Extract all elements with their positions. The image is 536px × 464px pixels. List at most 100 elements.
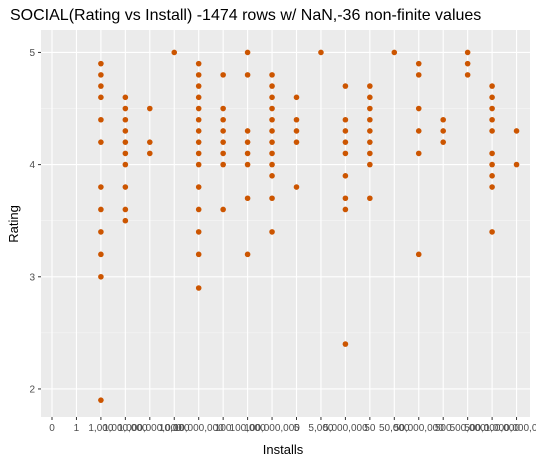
data-point [220,150,226,157]
x-axis: 0 1 1,0001,000,0001,000,000,00010,00010,00… [49,417,536,434]
data-point [98,397,104,403]
data-point [98,184,104,190]
data-point [269,150,275,157]
data-point [269,83,275,89]
data-point [269,229,275,235]
data-point [195,229,202,235]
data-point [342,195,349,202]
data-point [122,116,129,123]
data-point [342,341,349,347]
data-point [220,128,226,134]
data-point [122,217,129,224]
data-point [220,105,226,112]
data-point [220,72,226,78]
data-point [367,116,373,123]
data-point [147,105,153,112]
data-point [440,116,447,123]
data-point [269,161,275,168]
data-point [195,150,202,157]
data-point [195,94,202,101]
data-point [269,94,275,101]
data-point [489,105,495,112]
data-point [220,116,226,123]
data-point [464,49,471,56]
data-point [122,94,129,101]
data-point [98,251,104,258]
data-point [342,206,349,213]
data-point [147,139,153,145]
data-point [464,60,471,67]
data-point [342,128,349,134]
data-point [244,139,251,145]
data-point [195,184,202,190]
data-point [318,49,324,56]
x-tick-label: 50 [364,423,376,434]
x-tick-label: 50,000,000 [394,423,444,434]
major-gridlines [41,30,530,417]
data-point [195,116,202,123]
data-point [171,49,178,56]
data-point [195,139,202,145]
data-point [269,116,275,123]
data-point [98,273,104,280]
data-point [98,229,104,235]
data-point [342,173,349,179]
data-point [367,161,373,168]
chart-title: SOCIAL(Rating vs Install) -1474 rows w/ … [10,7,481,24]
x-tick-label: 500 [435,423,452,434]
data-point [489,150,495,157]
data-point [195,60,202,67]
data-point [98,94,104,101]
data-point [293,139,300,145]
data-point [147,150,153,157]
x-tick-label: 1,000,000,000 [118,423,182,434]
data-point [98,116,104,123]
minor-gridlines [41,108,530,334]
data-point [269,173,275,179]
data-point [244,161,251,168]
x-tick-label: 10,000,000 [174,423,224,434]
data-point [122,184,129,190]
data-point [220,206,226,213]
data-point [489,116,495,123]
data-point [122,150,129,157]
y-tick-label: 5 [29,48,35,59]
data-point [464,72,471,78]
data-point [415,72,422,78]
data-point [489,184,495,190]
data-point [269,195,275,202]
data-point [415,150,422,157]
y-tick-label: 2 [29,384,35,395]
data-point [195,206,202,213]
plot-panel [41,30,530,417]
y-axis: 2 3 4 5 [29,48,41,395]
x-axis-title: Installs [263,442,304,457]
data-point [122,161,129,168]
x-tick-label: 100,000,000 [244,423,300,434]
data-point [489,161,495,168]
data-point [367,83,373,89]
data-point [244,72,251,78]
data-point [293,128,300,134]
data-point [367,94,373,101]
y-tick-label: 4 [29,160,35,171]
data-point [415,60,422,67]
x-tick-label: 1,000,000,000 [485,423,536,434]
data-point [367,105,373,112]
data-point [489,128,495,134]
data-point [367,150,373,157]
data-point [122,206,129,213]
data-points [98,49,520,403]
data-point [415,251,422,258]
data-point [269,128,275,134]
data-point [220,139,226,145]
x-tick-label: 100 [215,423,232,434]
data-point [244,128,251,134]
x-tick-label: 5,000,000 [323,423,368,434]
data-point [195,285,202,291]
data-point [244,150,251,157]
data-point [195,161,202,168]
x-tick-label: 500,000 [450,423,487,434]
data-point [122,139,129,145]
